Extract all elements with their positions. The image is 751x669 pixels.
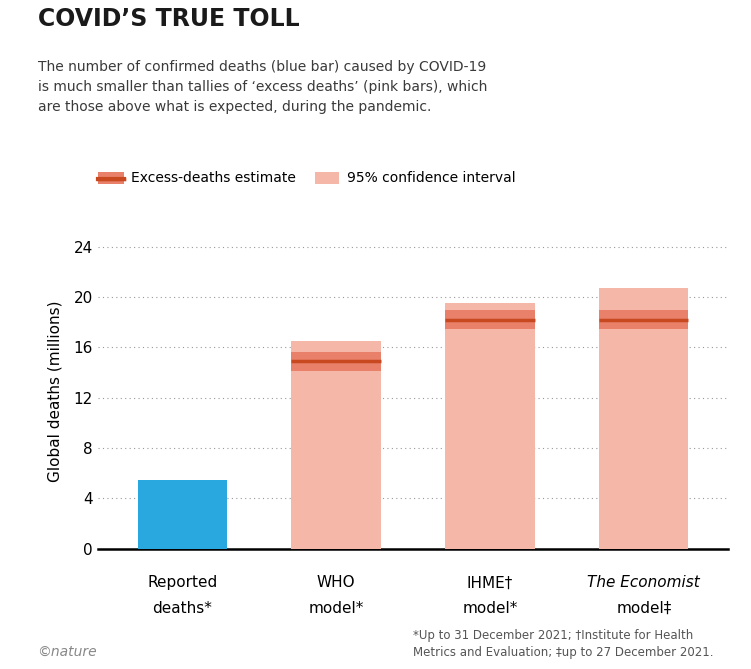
Text: model*: model* xyxy=(463,601,517,615)
Bar xyxy=(291,341,381,549)
Text: *Up to 31 December 2021; †Institute for Health
Metrics and Evaluation; ‡up to 27: *Up to 31 December 2021; †Institute for … xyxy=(413,629,713,659)
Bar xyxy=(291,352,381,371)
Text: Excess-deaths estimate: Excess-deaths estimate xyxy=(131,171,297,185)
Text: COVID’S TRUE TOLL: COVID’S TRUE TOLL xyxy=(38,7,299,31)
Text: The Economist: The Economist xyxy=(587,575,700,590)
Text: model*: model* xyxy=(309,601,363,615)
Text: IHME†: IHME† xyxy=(467,575,513,590)
Bar xyxy=(137,480,227,549)
Bar xyxy=(599,310,689,329)
Bar xyxy=(445,303,535,549)
Y-axis label: Global deaths (millions): Global deaths (millions) xyxy=(47,300,62,482)
Bar xyxy=(445,310,535,329)
Text: deaths*: deaths* xyxy=(152,601,213,615)
Text: Reported: Reported xyxy=(147,575,217,590)
Text: The number of confirmed deaths (blue bar) caused by COVID-19
is much smaller tha: The number of confirmed deaths (blue bar… xyxy=(38,60,487,114)
Text: model‡: model‡ xyxy=(617,601,671,615)
Text: ©nature: ©nature xyxy=(38,645,97,659)
Text: WHO: WHO xyxy=(317,575,355,590)
Bar xyxy=(599,288,689,549)
Text: 95% confidence interval: 95% confidence interval xyxy=(347,171,516,185)
